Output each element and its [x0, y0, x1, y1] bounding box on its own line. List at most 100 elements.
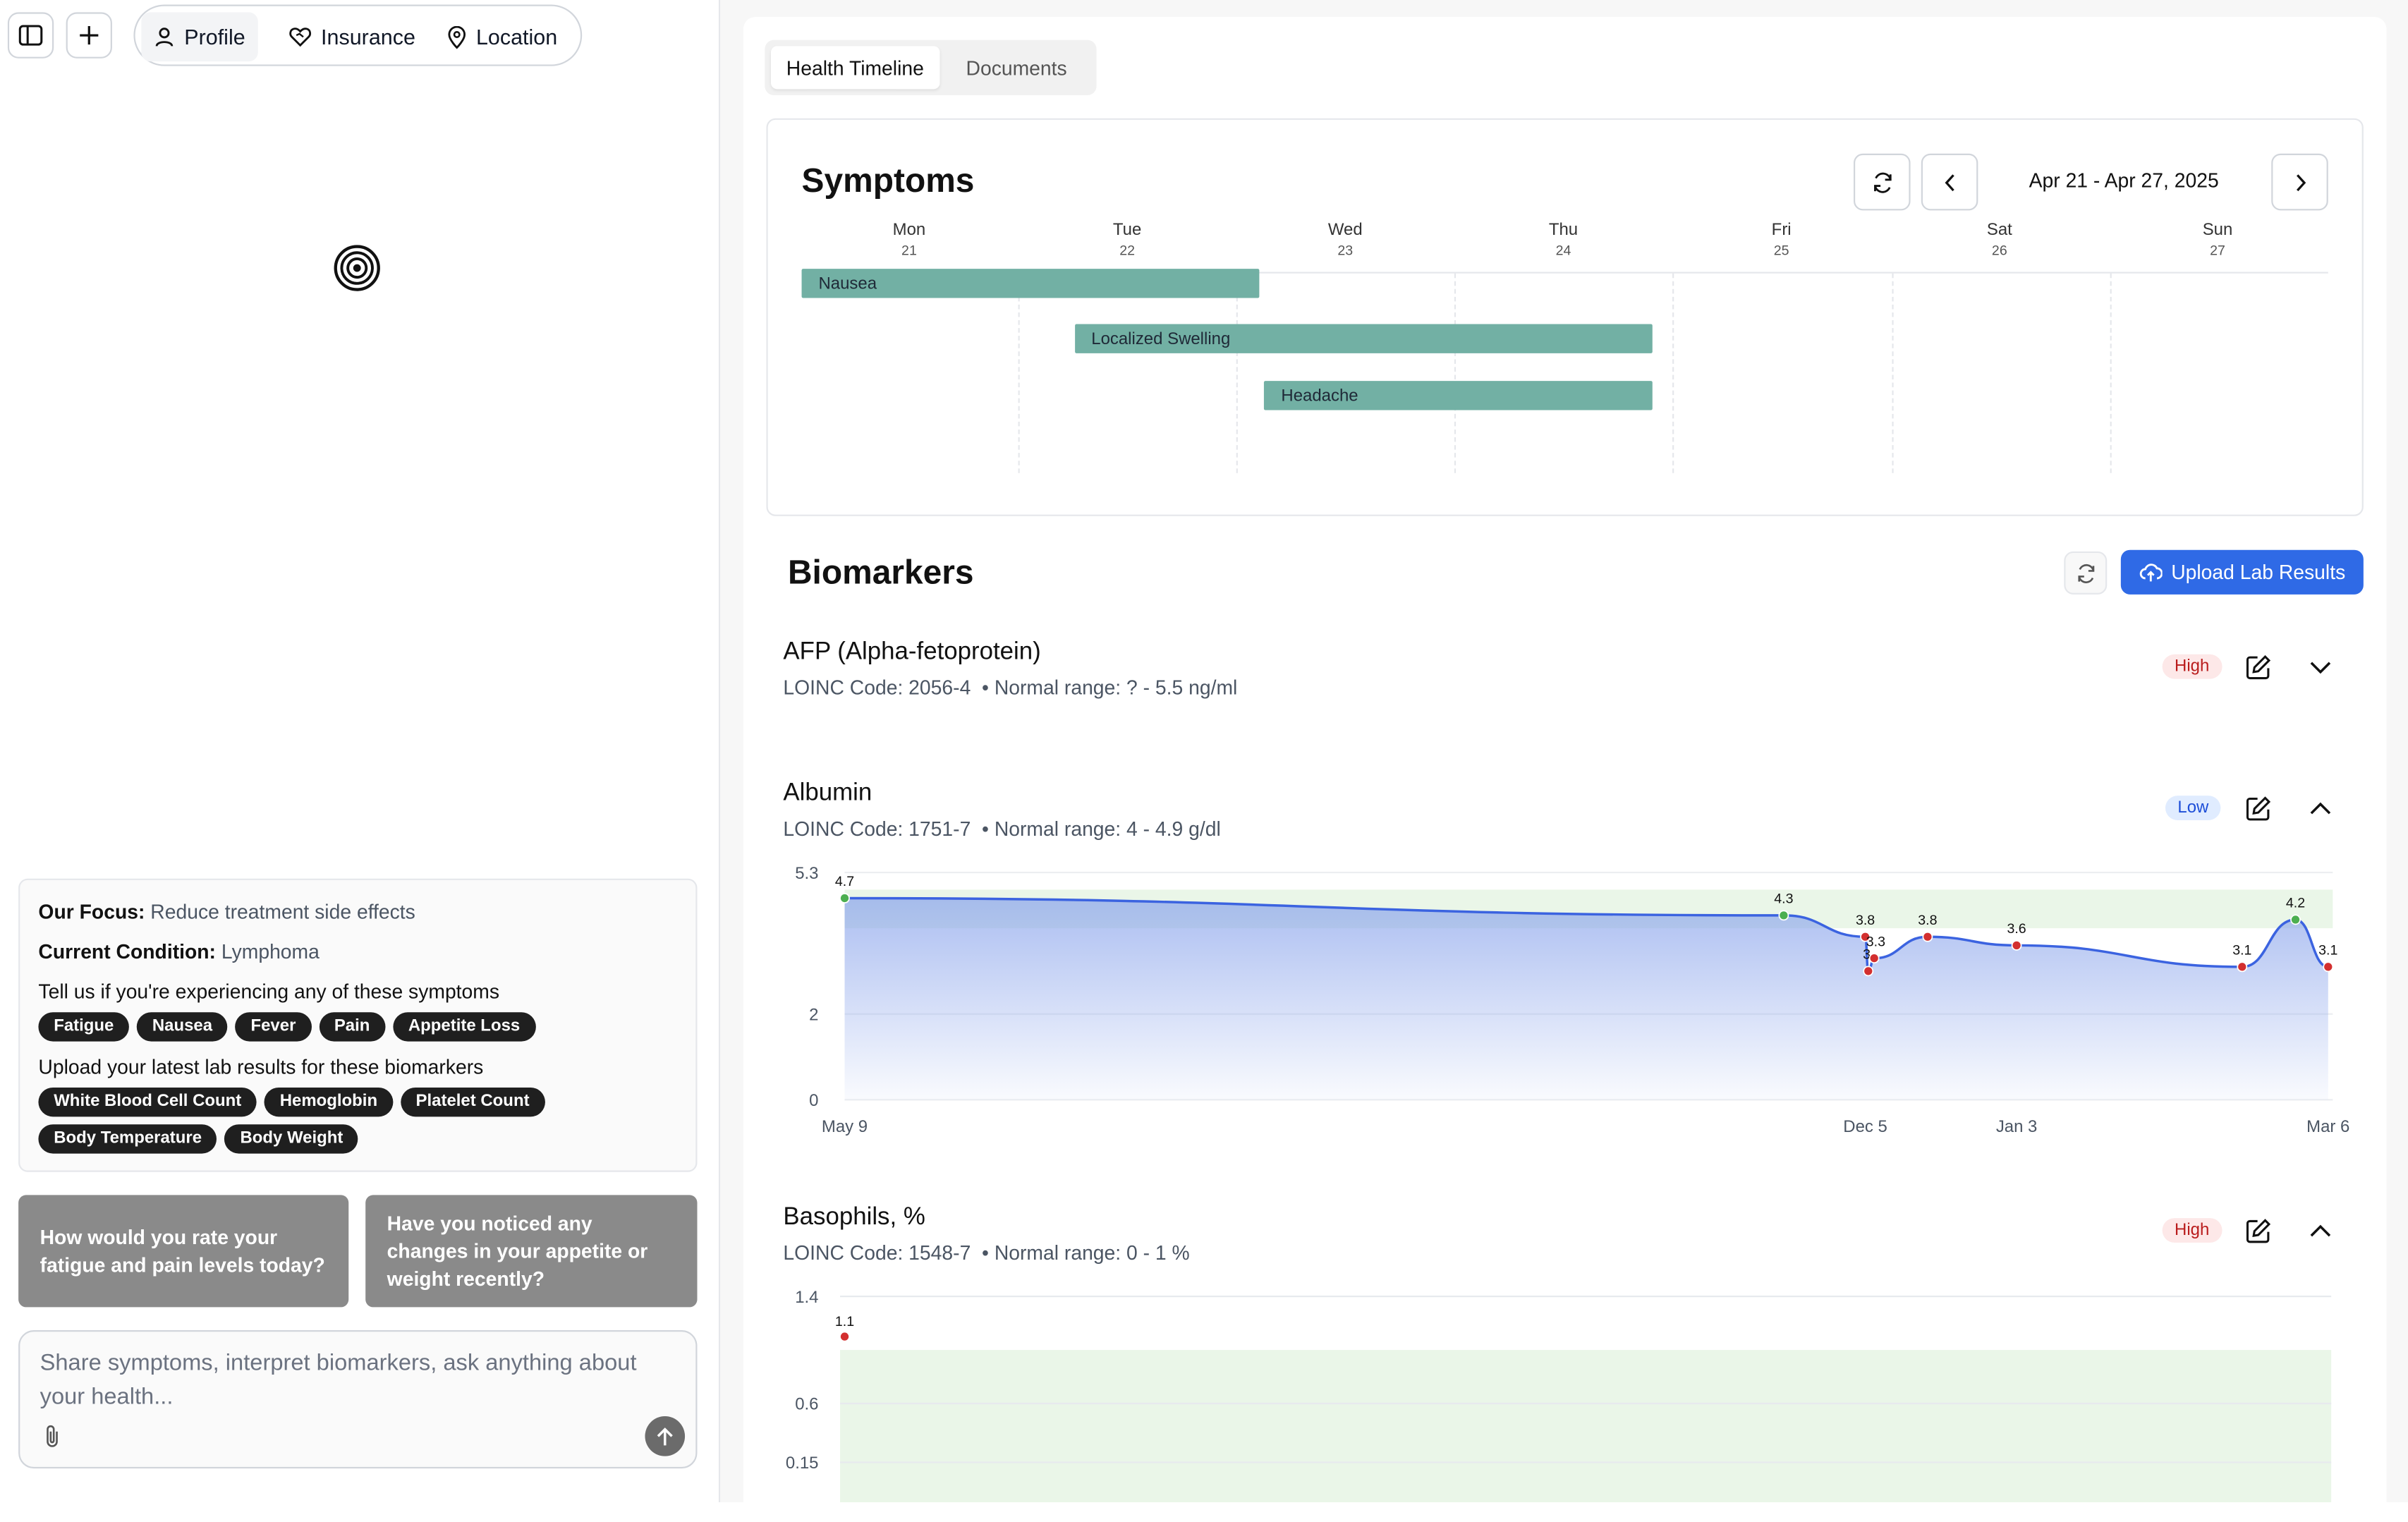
day-name: Sun	[2202, 221, 2233, 240]
refresh-icon	[1873, 171, 1891, 193]
biomarker-name: Albumin	[783, 780, 872, 807]
biomarker-chip[interactable]: White Blood Cell Count	[38, 1087, 257, 1117]
status-badge: High	[2162, 1218, 2222, 1243]
y-tick-label: 0	[809, 1091, 818, 1110]
x-tick-label: May 9	[822, 1117, 868, 1136]
refresh-icon	[2077, 563, 2094, 583]
data-point	[1778, 910, 1789, 921]
refresh-symptoms-button[interactable]	[1854, 153, 1911, 211]
symptom-bar-localized-swelling[interactable]: Localized Swelling	[1074, 324, 1653, 353]
biomarker-chip[interactable]: Platelet Count	[400, 1087, 545, 1117]
focus-value: Reduce treatment side effects	[150, 900, 415, 923]
symptom-chips: Fatigue Nausea Fever Pain Appetite Loss	[38, 1012, 535, 1042]
day-header: Wed 23	[1299, 221, 1392, 258]
nav-tab-profile[interactable]: Profile	[141, 12, 258, 62]
paperclip-icon[interactable]	[43, 1424, 61, 1449]
suggestion-card[interactable]: Have you noticed any changes in your app…	[365, 1195, 698, 1308]
day-header: Sun 27	[2172, 221, 2264, 258]
day-date: 25	[1773, 243, 1789, 258]
symptom-chip[interactable]: Pain	[319, 1012, 386, 1042]
data-point	[1868, 953, 1880, 964]
new-chat-button[interactable]	[66, 12, 112, 59]
chevron-up-icon[interactable]	[2310, 802, 2331, 816]
biomarker-chip[interactable]: Body Weight	[224, 1124, 359, 1154]
day-gridline	[2110, 273, 2112, 473]
send-button[interactable]	[645, 1416, 686, 1456]
cloud-upload-icon	[2139, 564, 2163, 582]
nav-tab-insurance[interactable]: Insurance	[276, 12, 427, 61]
nav-tab-location[interactable]: Location	[434, 12, 569, 61]
arrow-up-icon	[657, 1426, 673, 1445]
upload-lab-results-button[interactable]: Upload Lab Results	[2120, 549, 2364, 595]
data-label: 1.1	[835, 1314, 854, 1329]
nav-tab-label: Insurance	[321, 24, 415, 49]
symptom-bar-label: Localized Swelling	[1091, 329, 1231, 348]
symptom-chip[interactable]: Appetite Loss	[393, 1012, 535, 1042]
toggle-sidebar-button[interactable]	[7, 12, 54, 59]
timeline-header-divider	[801, 272, 2328, 274]
edit-icon[interactable]	[2245, 1218, 2271, 1244]
chevron-left-icon	[1944, 173, 1954, 191]
tab-health-timeline[interactable]: Health Timeline	[771, 46, 940, 90]
biomarker-chip[interactable]: Body Temperature	[38, 1124, 217, 1154]
map-pin-icon	[448, 25, 466, 49]
symptom-bar-nausea[interactable]: Nausea	[801, 269, 1260, 298]
symptom-chip[interactable]: Nausea	[137, 1012, 228, 1042]
tab-documents[interactable]: Documents	[966, 56, 1067, 80]
day-header: Thu 24	[1517, 221, 1610, 258]
chevron-down-icon[interactable]	[2310, 660, 2331, 674]
previous-week-button[interactable]	[1921, 153, 1978, 211]
condition-line: Current Condition: Lymphoma	[38, 940, 319, 963]
data-point	[2290, 914, 2301, 925]
chevron-right-icon	[2295, 173, 2306, 191]
condition-label: Current Condition:	[38, 939, 217, 963]
symptom-chip[interactable]: Fever	[235, 1012, 312, 1042]
biomarker-chip[interactable]: Hemoglobin	[264, 1087, 393, 1117]
edit-icon[interactable]	[2245, 655, 2271, 681]
refresh-biomarkers-button[interactable]	[2064, 551, 2108, 595]
biomarker-name: AFP (Alpha-fetoprotein)	[783, 639, 1041, 666]
data-label: 4.7	[835, 874, 854, 889]
data-label: 3.3	[1866, 934, 1885, 949]
data-point	[839, 1331, 850, 1342]
day-name: Tue	[1112, 221, 1142, 240]
y-tick-label: 5.3	[795, 864, 818, 883]
message-input[interactable]	[37, 1344, 688, 1424]
biomarker-name: Basophils, %	[783, 1204, 925, 1231]
app-logo-icon	[334, 245, 380, 291]
data-point	[1860, 931, 1871, 942]
biomarker-subtitle: LOINC Code: 1548-7 • Normal range: 0 - 1…	[783, 1241, 1190, 1265]
day-header: Fri 25	[1735, 221, 1828, 258]
day-header: Tue 22	[1081, 221, 1174, 258]
heart-handshake-icon	[289, 28, 312, 47]
albumin-area	[844, 898, 2328, 1100]
biomarker-subtitle: LOINC Code: 1751-7 • Normal range: 4 - 4…	[783, 817, 1221, 841]
chat-sidebar: Profile Insurance Location	[0, 0, 721, 1502]
profile-nav: Profile Insurance Location	[133, 4, 583, 66]
data-point	[1863, 966, 1874, 977]
biomarker-chips-row: Body Temperature Body Weight	[38, 1124, 359, 1154]
symptom-timeline: Mon 21 Tue 22 Wed 23 Thu 24 Fri 25 Sat 2…	[801, 221, 2328, 482]
x-tick-label: Dec 5	[1843, 1117, 1887, 1136]
chevron-up-icon[interactable]	[2310, 1224, 2331, 1238]
symptom-chip[interactable]: Fatigue	[38, 1012, 130, 1042]
day-gridline	[1672, 273, 1674, 473]
symptoms-card	[766, 118, 2364, 516]
y-tick-label: 0.6	[795, 1395, 818, 1414]
edit-icon[interactable]	[2245, 796, 2271, 822]
main-tabs: Health Timeline Documents	[765, 39, 1097, 96]
day-gridline	[1892, 273, 1894, 473]
suggestion-text: How would you rate your fatigue and pain…	[39, 1224, 325, 1276]
day-name: Sat	[1986, 221, 2012, 240]
data-label: 3.1	[2318, 942, 2337, 958]
nav-tab-label: Profile	[184, 24, 245, 49]
symptom-bar-headache[interactable]: Headache	[1264, 381, 1653, 410]
day-header: Sat 26	[1954, 221, 2046, 258]
day-name: Wed	[1327, 221, 1363, 240]
next-week-button[interactable]	[2271, 153, 2328, 211]
y-tick-label: 2	[809, 1005, 818, 1024]
focus-line: Our Focus: Reduce treatment side effects	[38, 900, 415, 923]
sidebar-panel-icon	[18, 25, 43, 46]
day-header: Mon 21	[863, 221, 956, 258]
suggestion-card[interactable]: How would you rate your fatigue and pain…	[18, 1195, 349, 1308]
